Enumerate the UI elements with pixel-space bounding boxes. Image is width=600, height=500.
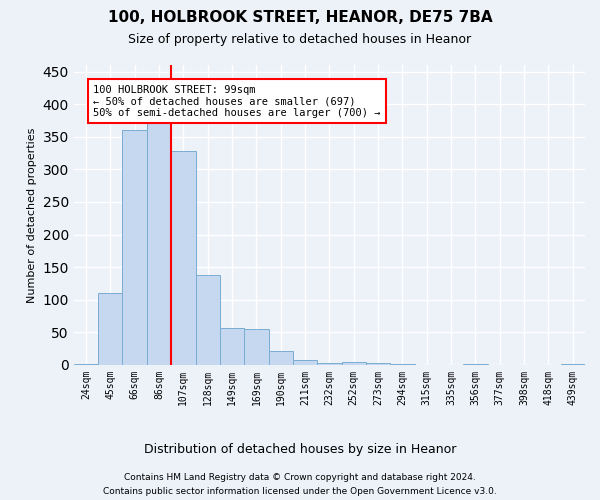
Bar [171, 151, 196, 365]
Bar [390, 364, 415, 365]
Bar [341, 362, 366, 365]
Bar [74, 364, 98, 365]
Bar [560, 364, 585, 365]
Bar [147, 114, 171, 365]
Bar [269, 350, 293, 365]
Bar [366, 363, 390, 365]
Text: Contains HM Land Registry data © Crown copyright and database right 2024.: Contains HM Land Registry data © Crown c… [124, 472, 476, 482]
Bar [196, 275, 220, 365]
Text: Distribution of detached houses by size in Heanor: Distribution of detached houses by size … [144, 442, 456, 456]
Bar [317, 363, 341, 365]
Bar [122, 130, 147, 365]
Bar [244, 329, 269, 365]
Bar [220, 328, 244, 365]
Text: Contains public sector information licensed under the Open Government Licence v3: Contains public sector information licen… [103, 488, 497, 496]
Text: 100, HOLBROOK STREET, HEANOR, DE75 7BA: 100, HOLBROOK STREET, HEANOR, DE75 7BA [107, 10, 493, 25]
Y-axis label: Number of detached properties: Number of detached properties [27, 128, 37, 302]
Text: 100 HOLBROOK STREET: 99sqm
← 50% of detached houses are smaller (697)
50% of sem: 100 HOLBROOK STREET: 99sqm ← 50% of deta… [93, 84, 381, 118]
Bar [293, 360, 317, 365]
Text: Size of property relative to detached houses in Heanor: Size of property relative to detached ho… [128, 32, 472, 46]
Bar [463, 364, 488, 365]
Bar [98, 293, 122, 365]
